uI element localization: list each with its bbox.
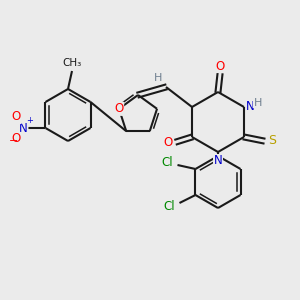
Text: N: N [214,154,222,167]
Text: S: S [268,134,276,148]
Text: Cl: Cl [164,200,175,214]
Text: O: O [114,102,124,115]
Text: H: H [154,73,162,83]
Text: CH₃: CH₃ [62,58,82,68]
Text: N: N [246,100,255,113]
Text: H: H [254,98,262,108]
Text: Cl: Cl [162,157,173,169]
Text: O: O [12,133,21,146]
Text: −: − [8,136,18,146]
Text: O: O [12,110,21,124]
Text: N: N [19,122,28,134]
Text: O: O [164,136,172,148]
Text: +: + [26,116,33,125]
Text: O: O [215,59,225,73]
